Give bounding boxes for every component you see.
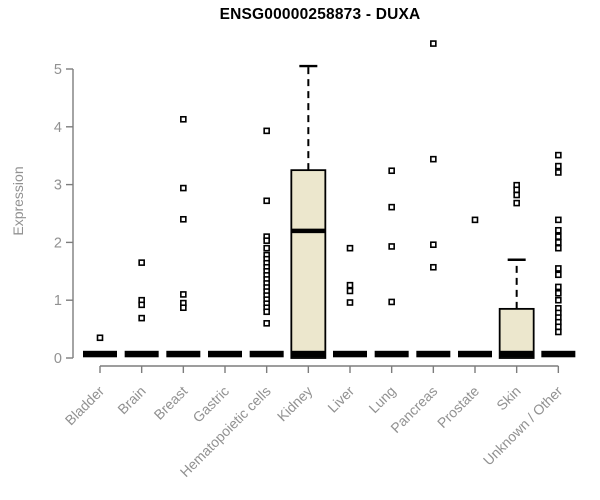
outlier-point-hematopoietic-cells <box>263 127 270 135</box>
outlier-point-unknown-other <box>555 244 562 252</box>
x-axis-label-kidney: Kidney <box>274 383 316 425</box>
outlier-point-brain <box>138 314 145 322</box>
zero-bar-hematopoietic-cells <box>249 350 284 358</box>
outlier-point-unknown-other <box>555 323 562 331</box>
outlier-point-bladder <box>96 334 104 342</box>
zero-bar-prostate <box>458 350 493 358</box>
outlier-point-skin <box>513 199 520 207</box>
outlier-point-liver <box>346 281 354 289</box>
median-line-kidney <box>291 228 326 234</box>
outlier-point-liver <box>346 287 354 295</box>
outlier-point-unknown-other <box>555 239 562 246</box>
outlier-point-hematopoietic-cells <box>263 308 270 316</box>
outlier-point-unknown-other <box>555 226 562 234</box>
outlier-point-prostate <box>471 216 479 224</box>
y-tick-label-0: 0 <box>54 351 62 367</box>
outlier-point-skin <box>513 186 520 194</box>
y-tick-label-3: 3 <box>54 178 62 194</box>
chart-title: ENSG00000258873 - DUXA <box>219 6 421 23</box>
y-tick-label-1: 1 <box>54 293 62 309</box>
outlier-point-pancreas <box>430 263 437 271</box>
outlier-point-unknown-other <box>555 265 562 272</box>
outlier-point-unknown-other <box>555 169 562 176</box>
zero-bar-liver <box>333 350 368 358</box>
y-tick-label-4: 4 <box>54 120 62 136</box>
zero-bar-skin <box>499 350 534 358</box>
zero-bar-bladder <box>83 350 117 358</box>
y-tick-label-5: 5 <box>54 62 62 78</box>
outlier-point-breast <box>180 304 187 312</box>
outlier-point-unknown-other <box>555 296 562 304</box>
box-kidney <box>290 169 327 359</box>
box-skin <box>498 307 535 359</box>
outlier-point-unknown-other <box>555 328 562 336</box>
x-axis-label-skin: Skin <box>493 383 524 414</box>
outlier-point-brain <box>138 259 145 266</box>
outlier-point-lung <box>388 298 395 306</box>
outlier-point-lung <box>388 243 395 250</box>
x-axis-label-liver: Liver <box>324 383 357 416</box>
outlier-point-unknown-other <box>555 162 562 170</box>
x-axis-label-unknown-other: Unknown / Other <box>480 383 566 469</box>
y-tick-label-2: 2 <box>54 235 62 251</box>
outlier-point-unknown-other <box>555 271 562 279</box>
outlier-point-pancreas <box>430 155 437 163</box>
zero-bar-unknown-other <box>541 350 576 358</box>
x-axis-label-lung: Lung <box>365 383 398 416</box>
outlier-point-lung <box>388 203 395 211</box>
outlier-point-breast <box>180 115 187 123</box>
x-axis-label-brain: Brain <box>114 383 148 417</box>
outlier-point-breast <box>180 291 187 298</box>
outlier-point-lung <box>388 167 395 175</box>
outlier-point-skin <box>513 191 520 199</box>
outlier-point-hematopoietic-cells <box>263 237 270 244</box>
outlier-point-breast <box>180 215 187 223</box>
zero-bar-lung <box>374 350 409 358</box>
x-axis-label-breast: Breast <box>151 383 191 423</box>
outlier-point-brain <box>138 301 145 309</box>
outlier-point-unknown-other <box>555 233 562 240</box>
outlier-point-pancreas <box>430 241 437 249</box>
outlier-point-liver <box>346 299 354 306</box>
zero-bar-pancreas <box>416 350 451 358</box>
zero-bar-gastric <box>208 350 243 358</box>
outlier-point-hematopoietic-cells <box>263 244 270 252</box>
outlier-point-unknown-other <box>555 289 562 297</box>
outlier-point-hematopoietic-cells <box>263 197 270 205</box>
outlier-point-breast <box>180 184 187 192</box>
x-axis-label-bladder: Bladder <box>62 383 108 429</box>
x-axis-label-prostate: Prostate <box>434 383 482 431</box>
outlier-point-unknown-other <box>555 216 562 224</box>
outlier-point-unknown-other <box>555 283 562 291</box>
outlier-point-pancreas <box>430 40 437 47</box>
outlier-point-hematopoietic-cells <box>263 320 270 327</box>
outlier-point-unknown-other <box>555 151 562 159</box>
zero-bar-brain <box>124 350 159 358</box>
zero-bar-breast <box>166 350 201 358</box>
zero-bar-kidney <box>291 350 326 358</box>
outlier-point-liver <box>346 244 354 252</box>
